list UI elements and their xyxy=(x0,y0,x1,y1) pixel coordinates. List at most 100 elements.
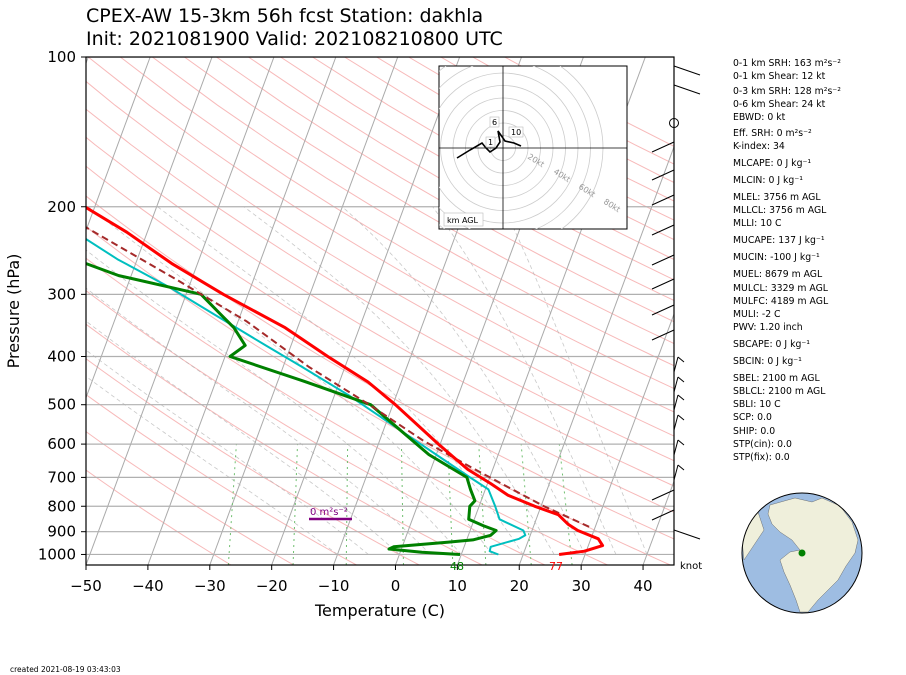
x-tick-label: 30 xyxy=(572,577,591,595)
dry-adiabat xyxy=(87,57,674,413)
dry-adiabat xyxy=(86,290,546,565)
isotherm xyxy=(86,57,151,232)
y-tick-label: 400 xyxy=(47,348,76,366)
wind-barb xyxy=(673,394,685,411)
dry-adiabat xyxy=(86,165,674,513)
hodograph-height-label: 1 xyxy=(488,138,493,147)
hodograph-inset xyxy=(438,65,628,230)
mixing-ratio-line xyxy=(478,444,487,565)
surface-dewpoint-label: 48 xyxy=(450,560,464,573)
wind-barb xyxy=(673,529,701,545)
index-line: STP(cin): 0.0 xyxy=(733,438,792,450)
wind-barb xyxy=(651,254,675,270)
isotherm xyxy=(580,312,674,565)
index-line: MULI: -2 C xyxy=(733,308,781,320)
mixing-ratio-line xyxy=(447,444,454,565)
y-tick-label: 300 xyxy=(47,285,76,303)
y-axis-label: Pressure (hPa) xyxy=(4,254,23,369)
y-tick-label: 700 xyxy=(47,468,76,486)
temperature-trace xyxy=(86,205,605,556)
index-line: SBLI: 10 C xyxy=(733,399,781,411)
globe-outline xyxy=(741,492,863,614)
index-line: MULCL: 3329 m AGL xyxy=(733,282,828,294)
x-tick-label: 20 xyxy=(510,577,529,595)
index-line: MLEL: 3756 m AGL xyxy=(733,191,821,203)
wind-barb xyxy=(651,169,675,185)
index-line: MLLI: 10 C xyxy=(733,218,782,230)
wind-barb xyxy=(673,376,685,393)
x-tick-label: 0 xyxy=(391,577,401,595)
x-tick-label: −50 xyxy=(70,577,102,595)
x-tick-label: 40 xyxy=(634,577,653,595)
wind-barb xyxy=(673,439,685,456)
index-line: Eff. SRH: 0 m²s⁻² xyxy=(733,127,812,139)
chart-subtitle: Init: 2021081900 Valid: 202108210800 UTC xyxy=(86,28,503,50)
surface-temperature-label: 77 xyxy=(549,560,563,573)
wind-barb xyxy=(651,509,675,525)
x-tick-label: −30 xyxy=(194,577,226,595)
mixing-ratio-line xyxy=(292,444,299,565)
index-line: MUCIN: -100 J kg⁻¹ xyxy=(733,252,820,264)
moist-adiabat xyxy=(86,349,369,555)
index-line: SBCIN: 0 J kg⁻¹ xyxy=(733,356,802,367)
dry-adiabat xyxy=(86,431,294,565)
wind-barb xyxy=(673,65,701,81)
moist-adiabat xyxy=(342,206,586,555)
hodograph-rings xyxy=(439,66,627,229)
wind-barb xyxy=(673,84,701,100)
index-line: SBEL: 2100 m AGL xyxy=(733,373,820,385)
index-line: MULFC: 4189 m AGL xyxy=(733,295,829,307)
wind-barb xyxy=(673,414,685,431)
dry-adiabat xyxy=(248,57,674,301)
isotherm xyxy=(147,57,337,565)
x-tick-label: −20 xyxy=(256,577,288,595)
wind-barb xyxy=(651,278,675,294)
isotherm xyxy=(271,57,461,565)
hodograph-height-box xyxy=(489,116,500,128)
x-tick-label: −10 xyxy=(318,577,350,595)
isotherm xyxy=(86,57,275,565)
wind-barb xyxy=(673,464,685,481)
srh-label: 0 m²s⁻² xyxy=(310,507,348,518)
y-tick-label: 500 xyxy=(47,396,76,414)
hodograph-trace xyxy=(456,130,522,159)
dry-adiabat xyxy=(86,469,232,565)
station-locator-globe xyxy=(741,492,863,614)
wind-barb xyxy=(651,329,675,345)
index-line: SHIP: 0.0 xyxy=(733,425,776,437)
isotherm xyxy=(518,145,674,565)
mixing-ratio-line xyxy=(400,444,404,565)
wind-barb xyxy=(651,224,675,240)
y-tick-label: 200 xyxy=(47,198,76,216)
x-tick-label: 10 xyxy=(448,577,467,595)
index-line: K-index: 34 xyxy=(733,140,785,152)
moist-adiabat xyxy=(243,206,555,555)
index-line: 0-3 km SRH: 128 m²s⁻² xyxy=(733,86,841,98)
dry-adiabat xyxy=(152,57,674,367)
dry-adiabat xyxy=(86,323,483,565)
dewpoint-trace xyxy=(86,205,498,556)
dry-adiabat xyxy=(86,108,674,462)
mixing-ratio-line xyxy=(520,444,532,565)
isotherm xyxy=(86,57,213,400)
index-line: MLCAPE: 0 J kg⁻¹ xyxy=(733,157,812,169)
y-tick-label: 600 xyxy=(47,435,76,453)
dry-adiabat xyxy=(184,57,674,345)
hodograph-height-box xyxy=(485,136,496,148)
hodograph-height-label: 10 xyxy=(511,128,521,137)
index-line: SCP: 0.0 xyxy=(733,412,772,424)
mixing-ratio-line xyxy=(227,444,237,565)
moist-adiabat xyxy=(503,206,648,555)
dry-adiabat xyxy=(86,80,674,437)
index-line: 0-1 km Shear: 12 kt xyxy=(733,71,826,83)
y-tick-label: 100 xyxy=(47,48,76,66)
dry-adiabat xyxy=(86,257,608,565)
index-line: SBLCL: 2100 m AGL xyxy=(733,386,826,398)
index-line: 0-6 km Shear: 24 kt xyxy=(733,99,826,111)
dry-adiabat xyxy=(86,393,357,565)
moist-adiabat xyxy=(157,206,524,555)
mixing-ratio-line xyxy=(345,444,349,565)
hodograph-height-box xyxy=(508,126,524,138)
dry-adiabat xyxy=(86,136,674,487)
